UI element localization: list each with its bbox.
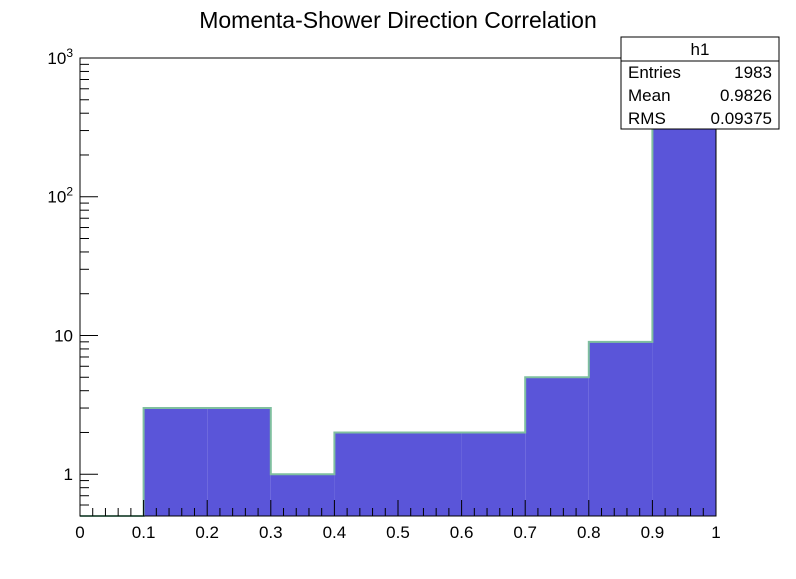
- y-tick-label: 102: [47, 185, 73, 207]
- x-axis: 0 0.1 0.2 0.3 0.4 0.5 0.6 0.7 0.8 0.9 1: [75, 500, 721, 542]
- y-tick-label: 10: [54, 326, 73, 345]
- x-tick-label: 0.8: [577, 523, 601, 542]
- y-axis: 1 10 102 103: [47, 46, 98, 517]
- x-tick-label: 0.7: [513, 523, 537, 542]
- histogram-bar: [652, 58, 716, 516]
- y-tick-label: 103: [47, 46, 73, 68]
- histogram-bar: [334, 432, 398, 516]
- histogram-bar: [143, 408, 208, 516]
- x-tick-label: 0: [75, 523, 84, 542]
- x-tick-label: 0.2: [195, 523, 219, 542]
- histogram-bar: [461, 432, 526, 516]
- stats-rms-label: RMS: [628, 109, 666, 128]
- x-tick-label: 0.9: [641, 523, 665, 542]
- x-tick-label: 0.3: [259, 523, 283, 542]
- histogram-bar: [270, 474, 335, 516]
- histogram-outline: [80, 57, 716, 517]
- stats-box-frame: [620, 36, 780, 130]
- histogram-bar: [525, 377, 589, 516]
- stats-mean-label: Mean: [628, 86, 671, 105]
- x-tick-label: 0.5: [386, 523, 410, 542]
- stats-box-name: h1: [691, 40, 710, 59]
- stats-rms-value: 0.09375: [711, 109, 772, 128]
- x-tick-label: 1: [711, 523, 720, 542]
- x-tick-label: 0.4: [323, 523, 347, 542]
- chart-title: Momenta-Shower Direction Correlation: [199, 7, 597, 33]
- x-tick-label: 0.6: [450, 523, 474, 542]
- y-tick-label: 1: [64, 465, 73, 484]
- histogram-bar: [588, 341, 653, 516]
- stats-entries-value: 1983: [734, 63, 772, 82]
- histogram-bars: [143, 58, 716, 516]
- x-tick-label: 0.1: [132, 523, 156, 542]
- stats-box: h1 Entries 1983 Mean 0.9826 RMS 0.09375: [620, 36, 780, 130]
- histogram-step-line: [80, 57, 716, 517]
- histogram-bar: [207, 408, 271, 516]
- stats-mean-value: 0.9826: [720, 86, 772, 105]
- stats-entries-label: Entries: [628, 63, 681, 82]
- histogram-bar: [398, 432, 462, 516]
